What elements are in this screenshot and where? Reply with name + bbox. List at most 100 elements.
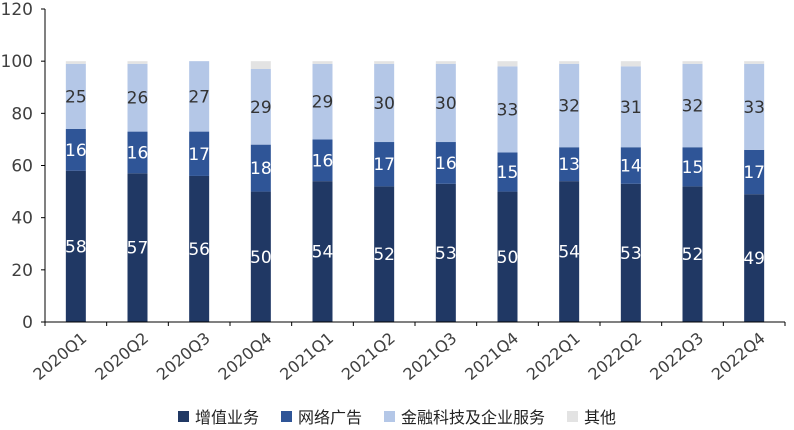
data-label: 31 [620, 98, 642, 118]
bar-segment [559, 61, 580, 64]
bar-segment [682, 63, 703, 148]
legend: 增值业务 网络广告 金融科技及企业服务 其他 [0, 404, 794, 428]
bar-segment [250, 191, 271, 322]
legend-item: 其他 [567, 404, 616, 428]
bar-stack: 53 14 31 [620, 61, 642, 322]
data-label: 54 [312, 243, 334, 263]
x-tick-label: 2020Q1 [30, 329, 91, 384]
bar-segment [127, 131, 148, 174]
bar-segment [312, 63, 333, 140]
data-label: 18 [250, 159, 272, 179]
data-label: 30 [435, 94, 457, 114]
data-label: 27 [188, 87, 210, 107]
x-tick-label: 2021Q4 [461, 329, 522, 384]
bar-segment [250, 61, 271, 69]
bar-segment [559, 63, 580, 148]
data-label: 32 [558, 97, 580, 117]
data-label: 16 [127, 143, 149, 163]
bar-segment [65, 61, 86, 64]
data-label: 16 [65, 141, 87, 161]
x-tick-label: 2021Q1 [276, 329, 337, 384]
bar-segment [744, 149, 765, 195]
bar-stack: 52 15 32 [682, 61, 704, 322]
bar-segment [65, 128, 86, 171]
data-label: 17 [188, 145, 210, 165]
data-label: 53 [435, 244, 457, 264]
data-label: 30 [373, 94, 395, 114]
bar-segment [497, 191, 518, 322]
data-label: 50 [497, 248, 519, 268]
bar-segment [620, 66, 641, 148]
bar-segment [250, 68, 271, 145]
y-tick-label: 40 [11, 209, 33, 229]
bar-stack: 56 17 27 [188, 61, 210, 322]
bar-stack: 53 16 30 [435, 61, 457, 322]
bar-segment [312, 61, 333, 64]
legend-swatch [567, 410, 579, 422]
bar-segment [312, 139, 333, 182]
bar-segment [559, 181, 580, 322]
bar-segment [435, 63, 456, 143]
bar-stack: 52 17 30 [373, 61, 395, 322]
data-label: 16 [312, 151, 334, 171]
bar-segment [189, 61, 210, 132]
legend-label: 金融科技及企业服务 [401, 408, 546, 427]
legend-item: 网络广告 [280, 404, 362, 428]
bar-segment [127, 173, 148, 322]
bar-stack: 50 18 29 [250, 61, 272, 322]
bar-segment [189, 131, 210, 176]
x-tick-label: 2022Q2 [585, 329, 646, 384]
x-tick-label: 2020Q2 [91, 329, 152, 384]
bar-segment [65, 170, 86, 322]
bar-stack: 57 16 26 [127, 61, 149, 322]
data-label: 15 [497, 163, 519, 183]
bar-stack: 54 13 32 [558, 61, 580, 322]
data-label: 58 [65, 237, 87, 257]
legend-swatch [280, 410, 292, 422]
y-tick-label: 120 [1, 0, 33, 20]
bar-segment [374, 63, 395, 143]
data-label: 33 [743, 98, 765, 118]
x-tick-label: 2020Q3 [153, 329, 214, 384]
bar-segment [682, 147, 703, 187]
x-tick-label: 2022Q3 [646, 329, 707, 384]
data-label: 57 [127, 239, 149, 259]
legend-label: 网络广告 [297, 408, 362, 427]
bar-segment [559, 147, 580, 182]
data-label: 52 [373, 245, 395, 265]
data-label: 17 [373, 155, 395, 175]
y-tick-label: 60 [11, 157, 33, 177]
bar-segment [312, 181, 333, 322]
stacked-bar-chart: 0 20 40 60 80 100 120 58 16 25 57 16 26 56 17 27 50 18 29… [1, 0, 786, 384]
bar-segment [374, 186, 395, 322]
bar-segment [127, 61, 148, 64]
bar-segment [744, 63, 765, 150]
bar-stack: 50 15 33 [497, 61, 519, 322]
x-tick-label: 2021Q2 [338, 329, 399, 384]
data-label: 13 [558, 155, 580, 175]
x-tick-label: 2020Q4 [215, 329, 276, 384]
bar-segment [497, 152, 518, 192]
x-tick-label: 2022Q4 [708, 329, 769, 384]
data-label: 29 [250, 98, 272, 118]
bar-segment [250, 144, 271, 192]
bar-stack: 49 17 33 [743, 61, 765, 322]
bar-stack: 58 16 25 [65, 61, 87, 322]
bar-segment [435, 61, 456, 64]
legend-swatch [384, 410, 395, 422]
data-label: 52 [682, 245, 704, 265]
data-label: 56 [188, 240, 210, 260]
data-label: 54 [558, 243, 580, 263]
bar-segment [127, 63, 148, 132]
bar-segment [189, 175, 210, 322]
bar-segment [497, 66, 518, 153]
bar-segment [620, 147, 641, 184]
data-label: 49 [743, 249, 765, 269]
y-tick-label: 100 [1, 52, 33, 72]
data-label: 50 [250, 248, 272, 268]
x-axis: 2020Q1 2020Q2 2020Q3 2020Q4 2021Q1 2021Q2 2021… [30, 321, 786, 384]
legend-item: 增值业务 [177, 404, 259, 428]
data-label: 14 [620, 157, 642, 177]
x-tick-label: 2022Q1 [523, 329, 584, 384]
data-label: 16 [435, 154, 457, 174]
